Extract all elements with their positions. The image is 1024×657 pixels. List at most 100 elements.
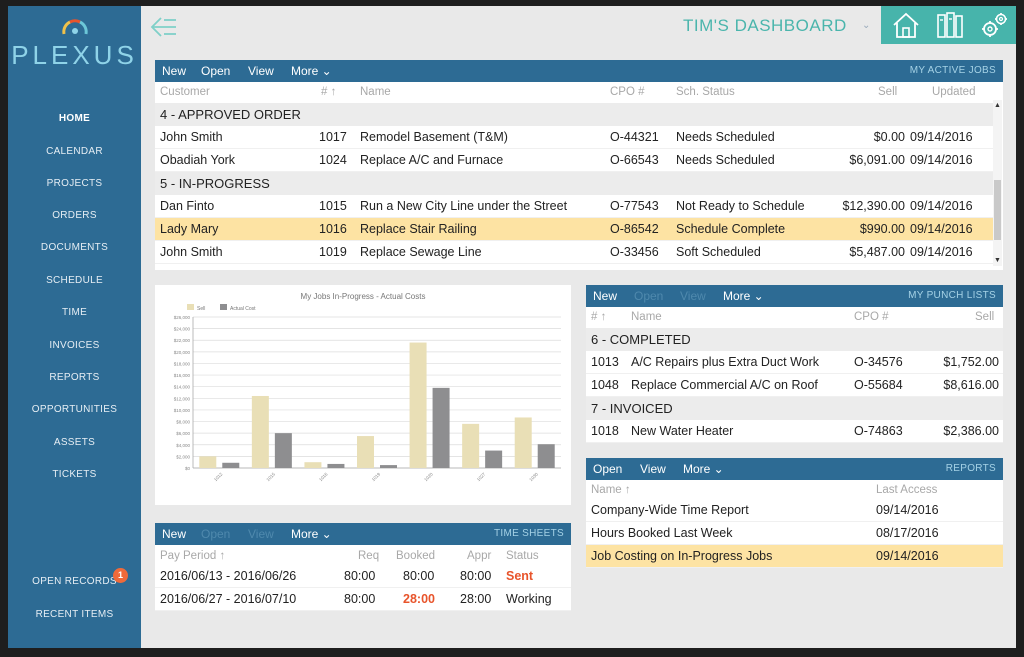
table-row[interactable]: 2016/06/13 - 2016/06/26 80:00 80:00 80:0… [155, 565, 571, 588]
nav-reports[interactable]: REPORTS [49, 372, 100, 383]
table-row[interactable]: 1048 Replace Commercial A/C on Roof O-55… [586, 374, 1003, 397]
group-label: 5 - IN-PROGRESS [160, 176, 270, 191]
cell-updated: 09/14/2016 [910, 199, 973, 213]
table-row[interactable]: 2016/06/27 - 2016/07/10 80:00 28:00 28:0… [155, 588, 571, 611]
col-name[interactable]: Name ↑ [591, 484, 631, 496]
chart-panel: My Jobs In-Progress - Actual Costs Sell Ac… [155, 285, 571, 505]
back-arrow-icon[interactable] [148, 14, 178, 40]
table-row-selected[interactable]: Lady Mary 1016 Replace Stair Railing O-8… [155, 218, 993, 241]
table-row[interactable]: Dan Finto 1015 Run a New City Line under… [155, 195, 993, 218]
cell-sell: $2,386.00 [943, 424, 999, 438]
chevron-down-icon[interactable]: ⌄ [862, 20, 871, 31]
active-jobs-panel: New Open View More ⌄ MY ACTIVE JOBS Cust… [155, 60, 1003, 270]
cell-req: 80:00 [344, 569, 376, 583]
jobs-view-button[interactable]: View [248, 64, 274, 78]
nav-open-records[interactable]: OPEN RECORDS [32, 576, 117, 587]
col-name[interactable]: Name [631, 311, 662, 323]
col-status[interactable]: Status [506, 550, 539, 562]
logo: PLEXUS [8, 12, 141, 70]
legend-swatch [187, 304, 194, 310]
rp-open-button[interactable]: Open [593, 462, 623, 476]
table-row-selected[interactable]: Job Costing on In-Progress Jobs 09/14/20… [586, 545, 1003, 568]
col-name[interactable]: Name [360, 86, 391, 98]
nav-calendar[interactable]: CALENDAR [46, 146, 103, 157]
col-updated[interactable]: Updated [932, 86, 976, 98]
col-sch-status[interactable]: Sch. Status [676, 86, 735, 98]
col-number[interactable]: # ↑ [321, 86, 337, 98]
table-row[interactable]: Obadiah York 1024 Replace A/C and Furnac… [155, 149, 993, 172]
bar-actual-cost [537, 444, 555, 468]
col-customer[interactable]: Customer [160, 86, 210, 98]
nav-time[interactable]: TIME [61, 307, 88, 318]
logo-text: PLEXUS [11, 40, 138, 70]
punch-lists-panel: New Open View More ⌄ MY PUNCH LISTS # ↑ … [586, 285, 1003, 443]
cell-last-access: 09/14/2016 [876, 549, 939, 563]
cell-updated: 09/14/2016 [910, 130, 973, 144]
nav-assets[interactable]: ASSETS [53, 437, 96, 448]
ts-view-button[interactable]: View [248, 527, 274, 541]
col-booked[interactable]: Booked [396, 550, 436, 562]
col-sell[interactable]: Sell [975, 311, 995, 323]
scroll-down-icon[interactable]: ▼ [994, 257, 1001, 264]
ts-more-button[interactable]: More ⌄ [291, 527, 332, 541]
jobs-new-button[interactable]: New [162, 64, 187, 78]
pl-open-button[interactable]: Open [634, 289, 664, 303]
ts-new-button[interactable]: New [162, 527, 187, 541]
cell-cpo: O-86542 [610, 222, 659, 236]
nav-recent-items[interactable]: RECENT ITEMS [35, 609, 114, 620]
gears-icon[interactable] [979, 11, 1009, 39]
bar-actual-cost [222, 462, 240, 468]
home-icon[interactable] [891, 11, 921, 39]
cell-status: Working [506, 592, 552, 606]
scroll-thumb[interactable] [994, 180, 1001, 240]
jobs-open-button[interactable]: Open [201, 64, 231, 78]
pl-more-button[interactable]: More ⌄ [723, 289, 764, 303]
table-row[interactable]: Company-Wide Time Report 09/14/2016 [586, 499, 1003, 522]
col-cpo[interactable]: CPO # [610, 86, 645, 98]
scroll-up-icon[interactable]: ▲ [994, 102, 1001, 109]
y-tick-label: $10,000 [174, 408, 191, 413]
col-appr[interactable]: Appr [467, 550, 492, 562]
cell-customer: Lady Mary [160, 222, 219, 236]
jobs-scrollbar[interactable]: ▲ ▼ [993, 100, 1002, 266]
nav-tickets[interactable]: TICKETS [52, 469, 97, 480]
nav-projects[interactable]: PROJECTS [46, 178, 103, 189]
cell-last-access: 09/14/2016 [876, 503, 939, 517]
cell-name: Company-Wide Time Report [591, 503, 749, 517]
pl-view-button[interactable]: View [680, 289, 706, 303]
rp-more-button[interactable]: More ⌄ [683, 462, 724, 476]
ts-open-button[interactable]: Open [201, 527, 231, 541]
cell-name: Replace A/C and Furnace [360, 153, 504, 167]
dashboard-title[interactable]: TIM'S DASHBOARD [683, 16, 847, 35]
col-pay-period[interactable]: Pay Period ↑ [160, 550, 226, 562]
col-cpo[interactable]: CPO # [854, 311, 889, 323]
nav-orders[interactable]: ORDERS [52, 210, 97, 221]
bar-sell [304, 462, 322, 468]
table-row[interactable]: 1018 New Water Heater O-74863 $2,386.00 [586, 420, 1003, 443]
cell-customer: John Smith [160, 245, 223, 259]
books-icon[interactable] [935, 11, 965, 39]
table-row[interactable]: Hours Booked Last Week 08/17/2016 [586, 522, 1003, 545]
rp-view-button[interactable]: View [640, 462, 666, 476]
nav-invoices[interactable]: INVOICES [49, 340, 100, 351]
col-number[interactable]: # ↑ [591, 311, 607, 323]
col-sell[interactable]: Sell [878, 86, 898, 98]
col-req[interactable]: Req [358, 550, 380, 562]
y-tick-label: $2,000 [176, 454, 190, 459]
table-row[interactable]: John Smith 1017 Remodel Basement (T&M) O… [155, 126, 993, 149]
table-row[interactable]: John Smith 1019 Replace Sewage Line O-33… [155, 241, 993, 264]
nav-home[interactable]: HOME [58, 113, 91, 124]
bar-sell [409, 342, 427, 468]
group-label: 4 - APPROVED ORDER [160, 107, 301, 122]
col-last-access[interactable]: Last Access [876, 484, 938, 496]
cell-appr: 80:00 [460, 569, 492, 583]
cell-number: 1016 [319, 222, 347, 236]
jobs-more-button[interactable]: More ⌄ [291, 64, 332, 78]
nav-opportunities[interactable]: OPPORTUNITIES [31, 404, 118, 415]
nav-schedule[interactable]: SCHEDULE [46, 275, 103, 286]
table-row[interactable]: 1013 A/C Repairs plus Extra Duct Work O-… [586, 351, 1003, 374]
cell-name: Replace Sewage Line [360, 245, 482, 259]
nav-documents[interactable]: DOCUMENTS [40, 242, 109, 253]
cell-status: Sent [506, 569, 534, 583]
pl-new-button[interactable]: New [593, 289, 618, 303]
